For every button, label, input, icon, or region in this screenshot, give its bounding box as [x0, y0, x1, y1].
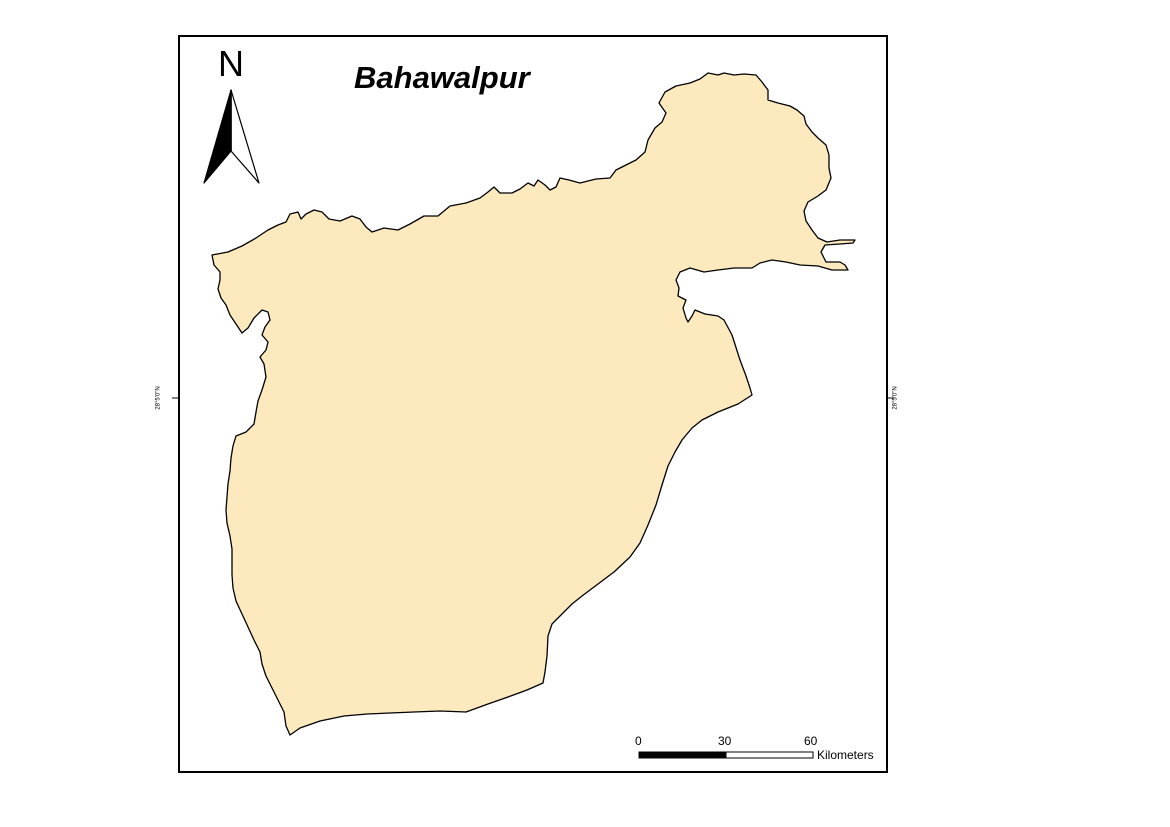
- graticule-label-right: 28°5'0"N: [892, 386, 899, 410]
- district-boundary-bahawalpur[interactable]: [211, 72, 856, 736]
- scale-bar: [638, 751, 814, 759]
- north-arrow-icon: [203, 89, 260, 184]
- scale-tick-label: 0: [635, 734, 642, 748]
- scale-tick-label: 30: [718, 734, 732, 748]
- map-frame: [178, 35, 888, 773]
- scale-unit-label: Kilometers: [817, 748, 874, 762]
- map-title: Bahawalpur: [354, 60, 530, 95]
- graticule-label-left: 28°5'0"N: [155, 386, 162, 410]
- scale-tick-label: 60: [804, 734, 818, 748]
- north-arrow-label: N: [218, 43, 244, 84]
